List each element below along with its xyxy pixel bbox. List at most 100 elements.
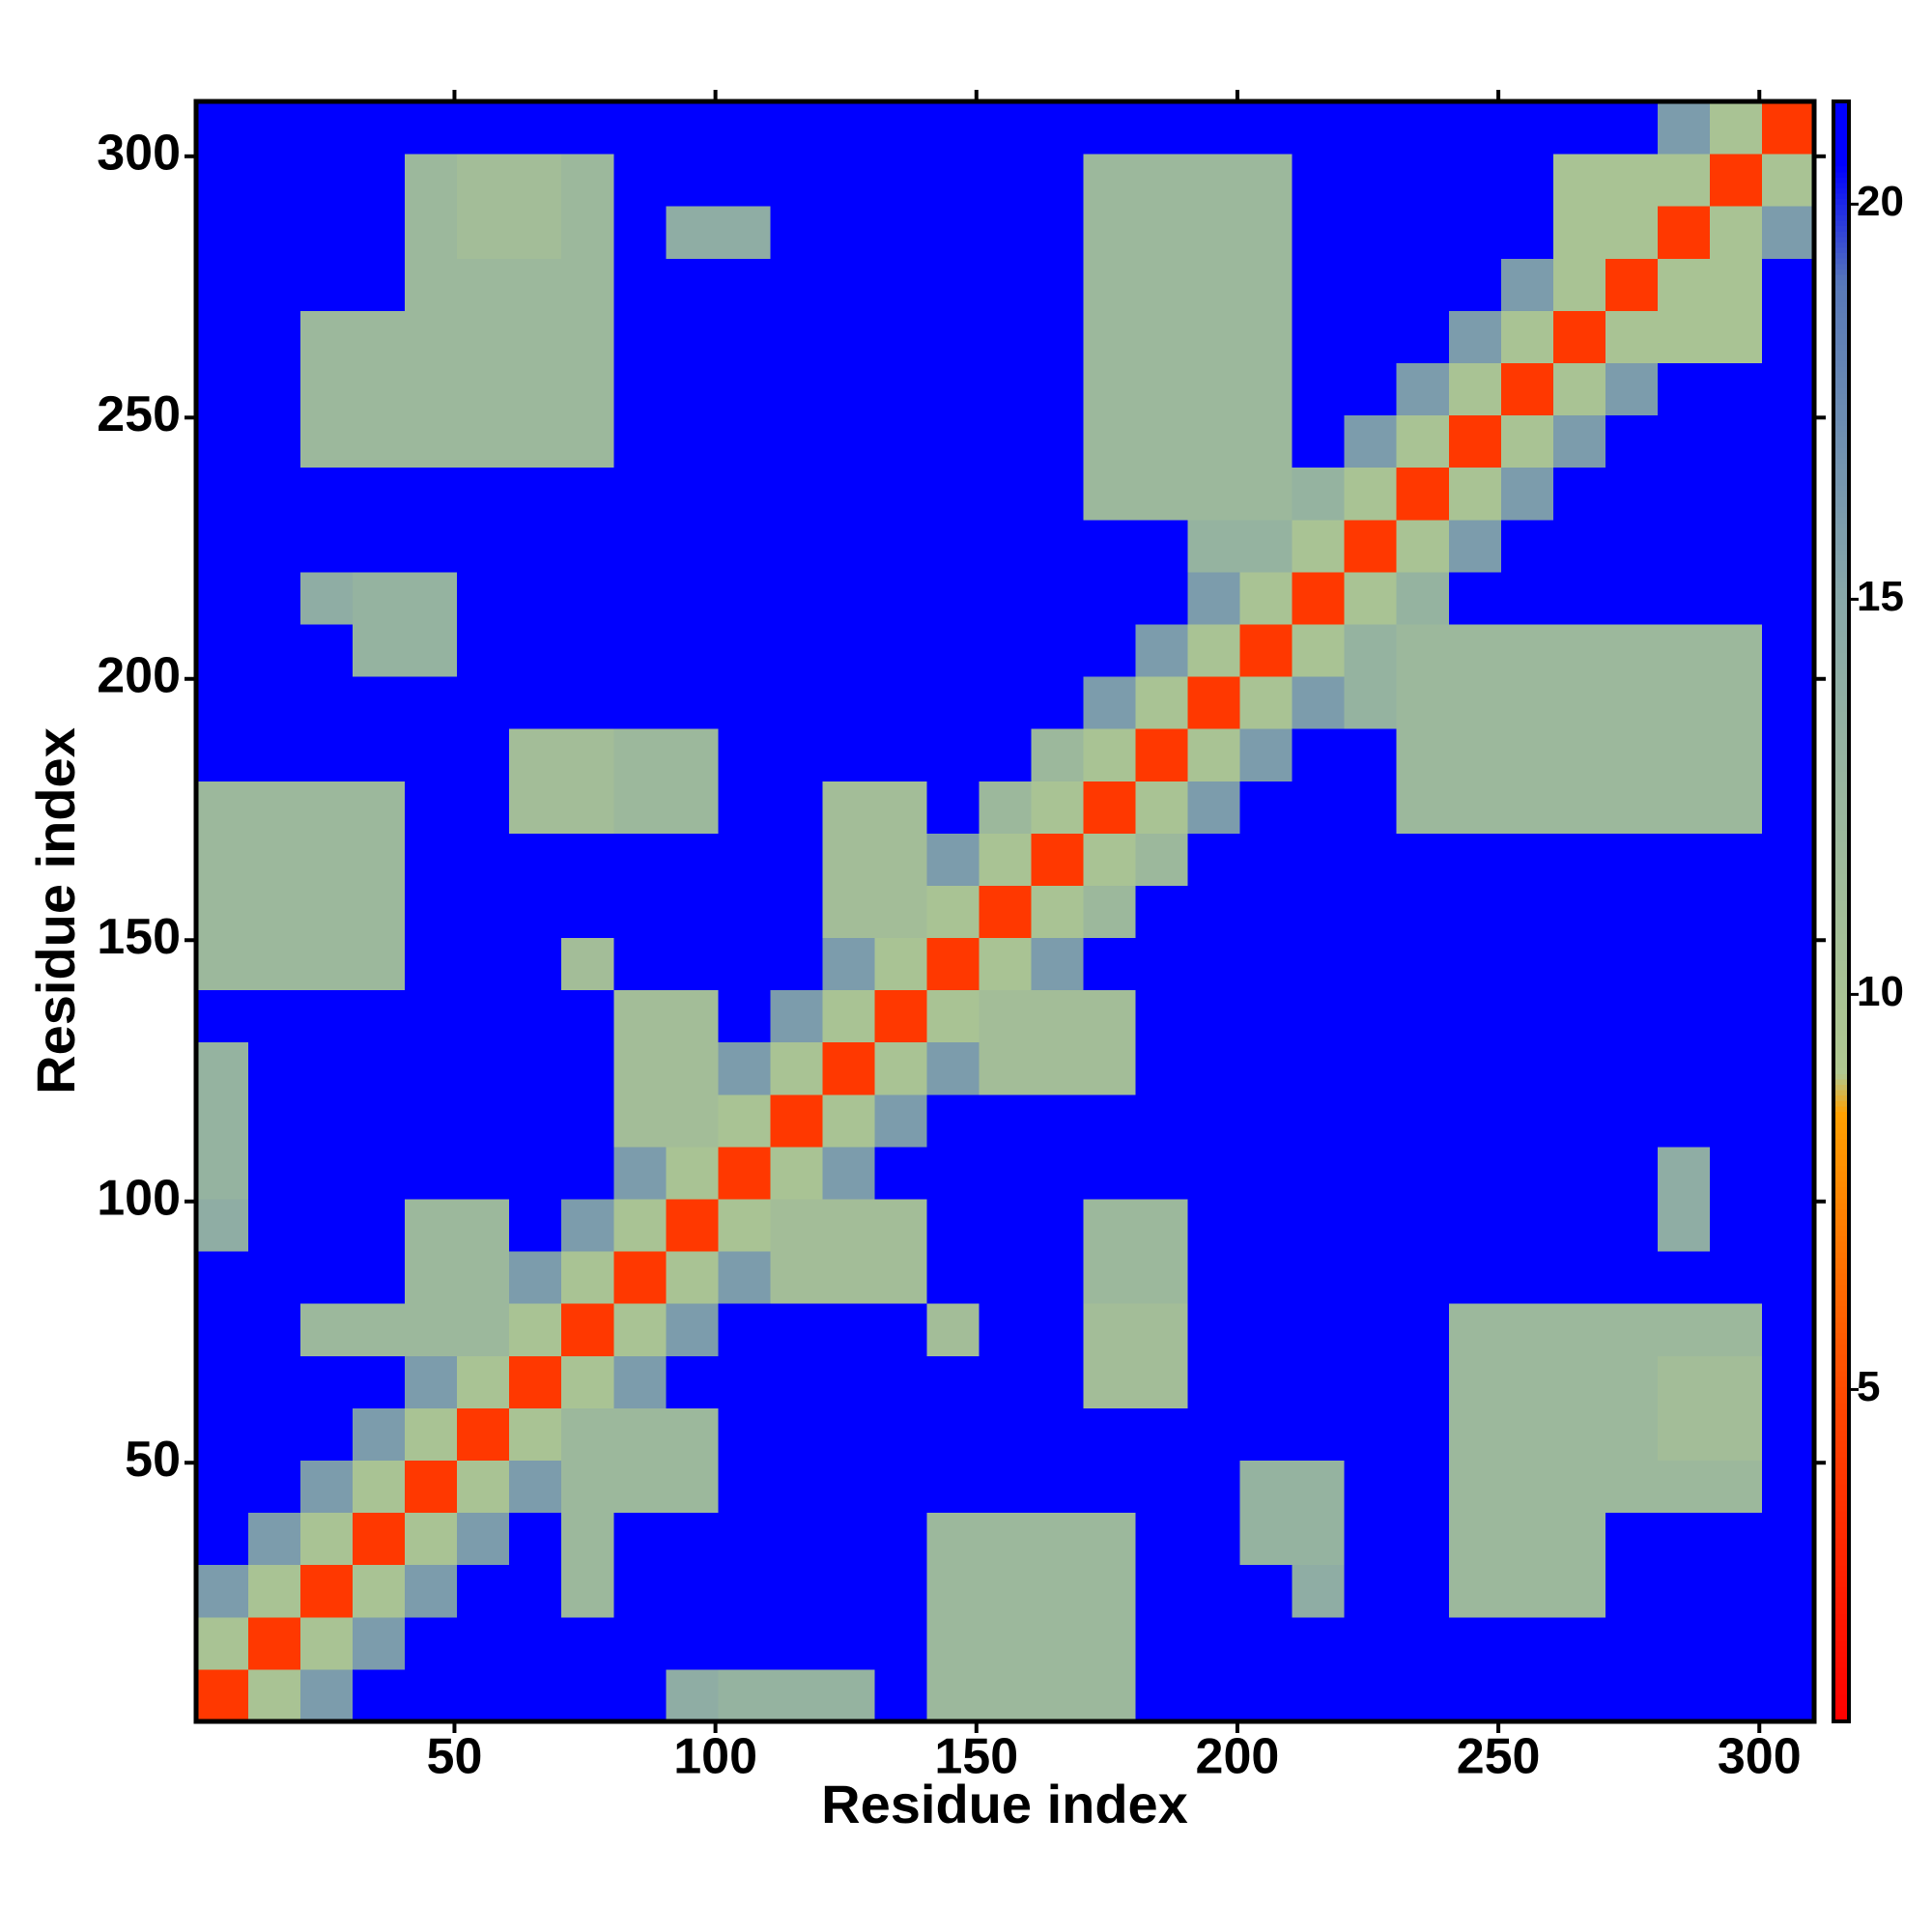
cell xyxy=(1083,1564,1137,1618)
cell xyxy=(926,310,980,363)
cell xyxy=(666,1668,719,1722)
cell xyxy=(1552,519,1606,573)
cell xyxy=(1605,1251,1659,1304)
colorbar-segment xyxy=(1833,1694,1849,1701)
colorbar-segment xyxy=(1833,236,1849,242)
cell xyxy=(979,1303,1033,1356)
cell xyxy=(248,519,301,573)
cell xyxy=(405,937,458,991)
cell xyxy=(1031,1616,1085,1670)
cell xyxy=(979,989,1033,1043)
colorbar-segment xyxy=(1833,890,1849,896)
cell xyxy=(1292,1094,1346,1148)
cell xyxy=(1657,1355,1711,1408)
cell xyxy=(770,885,823,939)
colorbar-segment xyxy=(1833,1537,1849,1545)
colorbar-segment xyxy=(1833,560,1849,567)
cell xyxy=(561,1616,614,1670)
cell xyxy=(1709,676,1763,729)
cell xyxy=(1709,1199,1763,1252)
cell xyxy=(509,781,562,834)
cell xyxy=(300,1564,354,1618)
colorbar-segment xyxy=(1833,549,1849,556)
colorbar-segment xyxy=(1833,1457,1849,1463)
colorbar-segment xyxy=(1833,1230,1849,1236)
colorbar-segment xyxy=(1833,1040,1849,1047)
cell xyxy=(1761,467,1815,521)
cell xyxy=(1083,833,1137,886)
cell xyxy=(353,1460,406,1514)
cell xyxy=(353,1303,406,1356)
colorbar-segment xyxy=(1833,997,1849,1005)
cell xyxy=(1396,833,1450,886)
cell xyxy=(353,728,406,781)
cell xyxy=(718,258,771,311)
cell xyxy=(1448,937,1502,991)
cell xyxy=(509,833,562,886)
cell xyxy=(1761,1199,1815,1252)
colorbar-segment xyxy=(1833,1116,1849,1123)
cell xyxy=(874,989,927,1043)
colorbar-segment xyxy=(1833,1343,1849,1350)
cell xyxy=(1135,1512,1189,1566)
cell xyxy=(1083,258,1137,311)
cell xyxy=(405,258,458,311)
cell xyxy=(353,310,406,363)
cell xyxy=(457,1407,510,1462)
cell xyxy=(1292,885,1346,939)
cell xyxy=(405,1407,458,1462)
cell xyxy=(874,1303,927,1356)
cell xyxy=(1396,206,1450,259)
cell xyxy=(1500,1407,1554,1462)
cell xyxy=(561,1460,614,1514)
cell xyxy=(1031,310,1085,363)
cell xyxy=(1552,1616,1606,1670)
cell xyxy=(926,833,980,886)
cell xyxy=(1187,258,1241,311)
cell xyxy=(926,937,980,991)
cell xyxy=(1187,885,1241,939)
colorbar-frame xyxy=(1832,99,1851,1723)
cell xyxy=(1500,206,1554,259)
cell xyxy=(718,519,771,573)
cell xyxy=(874,676,927,729)
cell xyxy=(979,728,1033,781)
cell xyxy=(457,1199,510,1252)
colorbar-segment xyxy=(1833,1607,1849,1614)
cell xyxy=(457,623,510,677)
cell xyxy=(718,1616,771,1670)
cell xyxy=(822,1407,875,1462)
cell xyxy=(196,1041,249,1095)
colorbar-segment xyxy=(1833,242,1849,248)
colorbar-segment xyxy=(1833,1451,1849,1458)
cell xyxy=(457,310,510,363)
cell xyxy=(353,1094,406,1148)
cell xyxy=(1761,885,1815,939)
cell xyxy=(613,101,667,155)
colorbar-segment xyxy=(1833,798,1849,805)
x-axis-label: Residue index xyxy=(821,1774,1188,1834)
cell xyxy=(1657,676,1711,729)
colorbar-segment xyxy=(1833,679,1849,686)
cell xyxy=(196,937,249,991)
cell xyxy=(1239,1355,1293,1408)
cell xyxy=(1500,1355,1554,1408)
cell xyxy=(1083,1460,1137,1514)
colorbar-segment xyxy=(1833,473,1849,480)
cell xyxy=(1292,154,1346,207)
cell xyxy=(822,1303,875,1356)
cell xyxy=(1031,1355,1085,1408)
cell xyxy=(1292,206,1346,259)
cell xyxy=(1239,1460,1293,1514)
colorbar-segment xyxy=(1833,544,1849,551)
cell xyxy=(1083,154,1137,207)
colorbar-segment xyxy=(1833,965,1849,972)
cell xyxy=(926,1146,980,1200)
cell xyxy=(1083,1668,1137,1722)
cell xyxy=(1552,1146,1606,1200)
cell xyxy=(1552,781,1606,834)
cell xyxy=(1448,310,1502,363)
cell xyxy=(1761,989,1815,1043)
cell xyxy=(1500,728,1554,781)
cell xyxy=(300,833,354,886)
